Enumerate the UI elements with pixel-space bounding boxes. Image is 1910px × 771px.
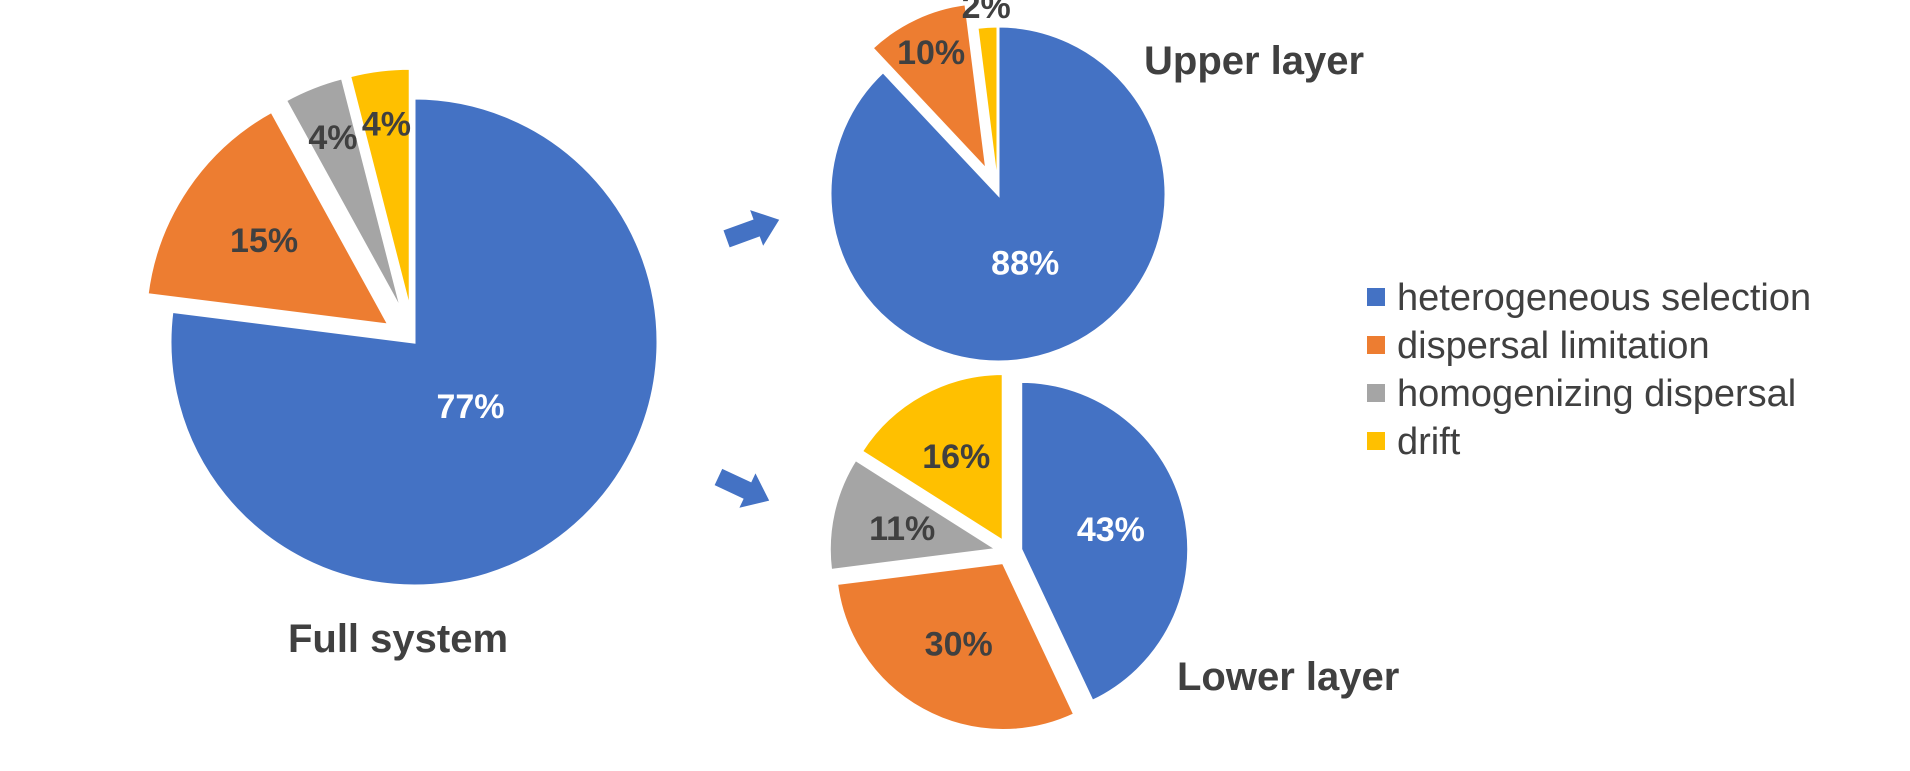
pie-full-system: 77% 15% 4% 4% bbox=[145, 66, 660, 588]
pie-slice-dispersal-limitation bbox=[145, 109, 392, 327]
legend: heterogeneous selection dispersal limita… bbox=[1367, 277, 1811, 463]
slice-label: 30% bbox=[925, 625, 993, 663]
legend-item-heterogeneous-selection: heterogeneous selection bbox=[1367, 277, 1811, 319]
pie-slice-drift bbox=[859, 371, 1005, 545]
pie-slice-heterogeneous-selection bbox=[168, 96, 660, 588]
legend-item-homogenizing-dispersal: homogenizing dispersal bbox=[1367, 373, 1796, 415]
slice-label: 16% bbox=[922, 438, 990, 476]
pie-slice-dispersal-limitation bbox=[869, 2, 989, 175]
pie-upper-layer: 88% 10% 2% bbox=[828, 0, 1168, 364]
slice-label: 4% bbox=[308, 119, 357, 157]
legend-label: heterogeneous selection bbox=[1397, 277, 1811, 319]
chart-title-full-system: Full system bbox=[288, 617, 508, 661]
slice-label: 88% bbox=[991, 245, 1059, 283]
slice-label: 43% bbox=[1077, 511, 1145, 549]
legend-swatch bbox=[1367, 384, 1385, 402]
pie-slice-homogenizing-dispersal bbox=[827, 457, 1002, 573]
legend-swatch bbox=[1367, 336, 1385, 354]
chart-title-upper-layer: Upper layer bbox=[1144, 39, 1364, 83]
legend-swatch bbox=[1367, 432, 1385, 450]
slice-label: 2% bbox=[962, 0, 1011, 26]
slice-label: 15% bbox=[230, 222, 298, 260]
pie-slice-drift bbox=[975, 24, 1000, 195]
legend-label: drift bbox=[1397, 421, 1461, 463]
pie-slice-drift bbox=[347, 66, 412, 313]
slice-label: 10% bbox=[897, 34, 965, 72]
pie-slice-heterogeneous-selection bbox=[1019, 379, 1191, 704]
pie-slice-dispersal-limitation bbox=[834, 560, 1077, 733]
pie-slice-homogenizing-dispersal bbox=[283, 75, 405, 315]
legend-swatch bbox=[1367, 288, 1385, 306]
legend-label: dispersal limitation bbox=[1397, 325, 1710, 367]
arrow-to-upper-layer-icon bbox=[723, 210, 780, 248]
slice-label: 4% bbox=[362, 105, 411, 143]
legend-label: homogenizing dispersal bbox=[1397, 373, 1796, 415]
chart-title-lower-layer: Lower layer bbox=[1177, 655, 1399, 699]
slice-label: 77% bbox=[436, 388, 504, 426]
pie-lower-layer: 43% 30% 11% 16% bbox=[827, 371, 1191, 733]
legend-item-drift: drift bbox=[1367, 421, 1461, 463]
slice-label: 11% bbox=[869, 510, 935, 548]
arrow-to-lower-layer-icon bbox=[714, 468, 770, 508]
legend-item-dispersal-limitation: dispersal limitation bbox=[1367, 325, 1710, 367]
